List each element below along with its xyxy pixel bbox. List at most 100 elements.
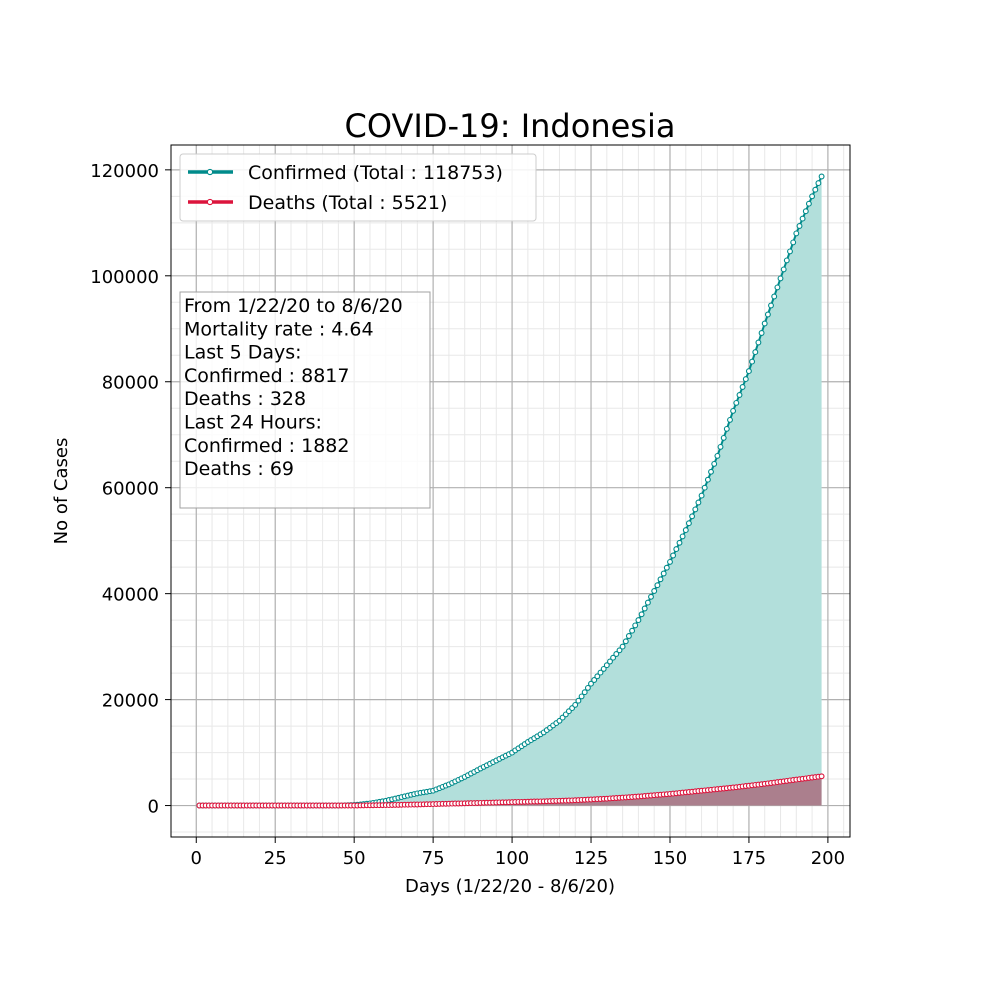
y-tick-label: 20000: [102, 691, 159, 712]
info-line: Mortality rate : 4.64: [184, 318, 374, 340]
deaths-point: [818, 773, 825, 780]
confirmed-point: [667, 558, 673, 565]
confirmed-point: [758, 330, 765, 336]
x-tick-label: 0: [191, 848, 202, 869]
confirmed-point: [771, 293, 778, 300]
confirmed-point: [629, 627, 636, 634]
y-axis-label: No of Cases: [51, 438, 72, 545]
confirmed-point: [777, 275, 784, 282]
confirmed-point: [588, 680, 594, 687]
confirmed-point: [607, 658, 613, 665]
confirmed-point: [714, 452, 721, 459]
info-line: Last 5 Days:: [184, 342, 302, 364]
confirmed-point: [774, 284, 781, 291]
confirmed-point: [708, 468, 714, 475]
confirmed-point: [610, 654, 617, 661]
info-line: From 1/22/20 to 8/6/20: [184, 295, 403, 317]
confirmed-point: [739, 384, 746, 390]
x-tick-label: 200: [811, 848, 845, 869]
confirmed-point: [809, 193, 816, 200]
confirmed-point: [793, 230, 800, 237]
confirmed-point: [625, 633, 632, 639]
confirmed-point: [692, 506, 699, 513]
confirmed-point: [660, 570, 667, 577]
confirmed-point: [799, 215, 806, 222]
confirmed-point: [812, 186, 819, 193]
info-line: Deaths : 69: [184, 458, 294, 480]
confirmed-point: [805, 200, 812, 207]
confirmed-point: [701, 484, 708, 491]
legend: Confirmed (Total : 118753) Deaths (Total …: [179, 153, 537, 222]
confirmed-point: [673, 546, 680, 553]
confirmed-point: [815, 180, 822, 187]
confirmed-point: [752, 349, 759, 356]
x-tick-label: 100: [495, 848, 529, 869]
series-layer: [196, 173, 825, 809]
confirmed-point: [575, 697, 582, 704]
y-tick-label: 60000: [102, 479, 159, 500]
confirmed-point: [654, 582, 661, 589]
confirmed-point: [717, 443, 724, 450]
confirmed-point: [651, 588, 658, 594]
confirmed-point: [581, 689, 588, 696]
legend-label: Confirmed (Total : 118753): [248, 162, 503, 184]
confirmed-point: [818, 173, 825, 180]
x-tick-label: 50: [343, 848, 366, 869]
confirmed-point: [698, 492, 705, 499]
y-tick-label: 120000: [90, 161, 159, 182]
confirmed-point: [727, 416, 733, 423]
chart-title: COVID-19: Indonesia: [345, 107, 676, 145]
confirmed-point: [730, 407, 737, 414]
x-tick-label: 25: [264, 848, 287, 869]
confirmed-point: [787, 248, 793, 255]
legend-box: [179, 153, 537, 222]
confirmed-point: [764, 311, 771, 318]
confirmed-point: [619, 643, 626, 650]
confirmed-point: [648, 593, 654, 600]
confirmed-point: [783, 257, 790, 264]
legend-marker: [206, 198, 214, 206]
confirmed-point: [657, 576, 664, 583]
confirmed-point: [685, 520, 692, 527]
x-axis-label: Days (1/22/20 - 8/6/20): [405, 876, 615, 897]
confirmed-point: [796, 223, 803, 229]
confirmed-area: [199, 176, 822, 806]
confirmed-point: [600, 665, 607, 672]
info-line: Last 24 Hours:: [184, 412, 322, 434]
confirmed-point: [704, 476, 711, 483]
confirmed-point: [720, 434, 727, 441]
y-tick-label: 0: [148, 797, 159, 818]
x-tick-label: 150: [653, 848, 687, 869]
confirmed-point: [616, 647, 623, 654]
confirmed-point: [736, 392, 743, 398]
axes-frame: [170, 144, 851, 838]
confirmed-point: [613, 651, 620, 657]
confirmed-point: [597, 669, 604, 676]
confirmed-point: [594, 673, 601, 680]
confirmed-point: [711, 460, 718, 467]
confirmed-point: [622, 638, 629, 645]
confirmed-point: [670, 552, 677, 559]
info-line: Confirmed : 1882: [184, 435, 349, 457]
confirmed-point: [742, 376, 749, 383]
legend-marker: [206, 168, 214, 176]
plot-area: 0 25 50 75 100 125 150 175 200 0 20000 40000 60000 80…: [90, 144, 851, 869]
confirmed-point: [578, 693, 585, 700]
y-tick-label: 100000: [90, 267, 159, 288]
confirmed-point: [584, 684, 591, 691]
confirmed-point: [695, 499, 702, 506]
x-tick-label: 75: [422, 848, 445, 869]
confirmed-point: [591, 677, 598, 683]
deaths-area: [199, 776, 822, 806]
confirmed-point: [802, 208, 809, 215]
legend-label: Deaths (Total : 5521): [248, 192, 447, 214]
confirmed-point: [641, 605, 648, 612]
confirmed-point: [723, 425, 730, 432]
confirmed-point: [768, 302, 774, 309]
confirmed-point: [790, 239, 797, 246]
confirmed-point: [745, 368, 752, 375]
x-tick-label: 125: [574, 848, 608, 869]
confirmed-point: [682, 527, 689, 534]
